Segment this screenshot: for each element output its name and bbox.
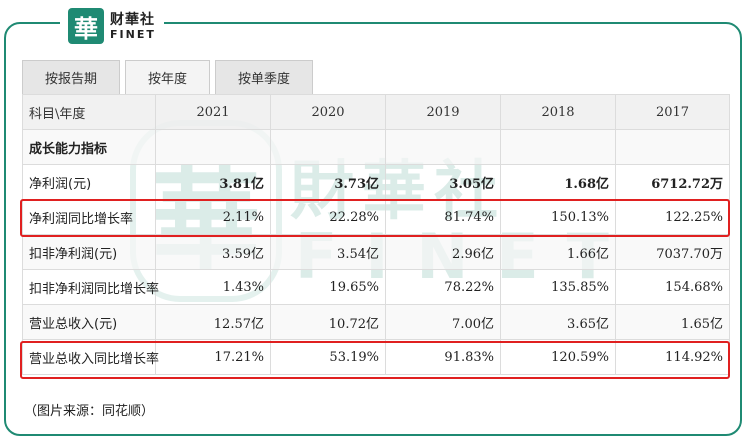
finet-logo-icon: 華 [68, 8, 104, 44]
cell-value: 3.81亿 [155, 164, 271, 200]
table-row: 营业总收入同比增长率 17.21% 53.19% 91.83% 120.59% … [22, 339, 730, 375]
year-header[interactable]: 2018 [500, 94, 616, 130]
cell-value: 7.00亿 [385, 304, 501, 340]
cell-value: 78.22% [385, 269, 501, 305]
year-header[interactable]: 2021 [155, 94, 271, 130]
cell-value: 3.54亿 [270, 234, 386, 270]
cell-value: 19.65% [270, 269, 386, 305]
year-header[interactable]: 2017 [615, 94, 730, 130]
cell-value: 3.65亿 [500, 304, 616, 340]
row-label: 扣非净利润同比增长率 [22, 269, 159, 305]
section-title: 成长能力指标 [22, 129, 156, 165]
tab-by-report-period[interactable]: 按报告期 [22, 60, 121, 94]
content-frame [4, 22, 742, 436]
table-row: 扣非净利润同比增长率 1.43% 19.65% 78.22% 135.85% 1… [22, 269, 730, 305]
table-row: 净利润同比增长率 2.11% 22.28% 81.74% 150.13% 122… [22, 199, 730, 235]
row-label: 净利润同比增长率 [22, 199, 156, 235]
year-header[interactable]: 2019 [385, 94, 501, 130]
cell-value: 1.65亿 [615, 304, 730, 340]
cell-value: 2.96亿 [385, 234, 501, 270]
table-header-row: 科目\年度 2021 2020 2019 2018 2017 [22, 94, 730, 130]
cell-value: 114.92% [615, 339, 730, 375]
cell-value: 6712.72万 [615, 164, 730, 200]
financial-table: 科目\年度 2021 2020 2019 2018 2017 成长能力指标 净利… [22, 94, 730, 375]
cell-value: 91.83% [385, 339, 501, 375]
image-source-note: （图片来源：同花顺） [24, 404, 155, 419]
cell-value: 53.19% [270, 339, 386, 375]
cell-value: 10.72亿 [270, 304, 386, 340]
row-label: 净利润(元) [22, 164, 156, 200]
table-row: 营业总收入(元) 12.57亿 10.72亿 7.00亿 3.65亿 1.65亿 [22, 304, 730, 340]
cell-value: 122.25% [615, 199, 730, 235]
cell-value: 154.68% [615, 269, 730, 305]
cell-value: 81.74% [385, 199, 501, 235]
section-row: 成长能力指标 [22, 129, 730, 165]
cell-value: 2.11% [155, 199, 271, 235]
tab-by-quarter[interactable]: 按单季度 [215, 60, 314, 94]
cell-value: 12.57亿 [155, 304, 271, 340]
row-label: 扣非净利润(元) [22, 234, 156, 270]
cell-value: 22.28% [270, 199, 386, 235]
brand-name-en: FINET [110, 27, 156, 41]
cell-value: 3.73亿 [270, 164, 386, 200]
table-row: 扣非净利润(元) 3.59亿 3.54亿 2.96亿 1.66亿 7037.70… [22, 234, 730, 270]
year-header[interactable]: 2020 [270, 94, 386, 130]
cell-value: 135.85% [500, 269, 616, 305]
cell-value: 1.68亿 [500, 164, 616, 200]
cell-value: 1.43% [155, 269, 271, 305]
period-tabs: 按报告期 按年度 按单季度 [22, 60, 314, 94]
cell-value: 120.59% [500, 339, 616, 375]
tab-by-year[interactable]: 按年度 [125, 60, 211, 94]
cell-value: 7037.70万 [615, 234, 730, 270]
row-label: 营业总收入(元) [22, 304, 156, 340]
cell-value: 3.05亿 [385, 164, 501, 200]
cell-value: 3.59亿 [155, 234, 271, 270]
brand-header: 華 财華社 FINET [60, 6, 164, 46]
cell-value: 150.13% [500, 199, 616, 235]
brand-name-cn: 财華社 [110, 11, 155, 28]
header-label: 科目\年度 [22, 94, 156, 130]
table-row: 净利润(元) 3.81亿 3.73亿 3.05亿 1.68亿 6712.72万 [22, 164, 730, 200]
cell-value: 17.21% [155, 339, 271, 375]
row-label: 营业总收入同比增长率 [22, 339, 159, 375]
cell-value: 1.66亿 [500, 234, 616, 270]
